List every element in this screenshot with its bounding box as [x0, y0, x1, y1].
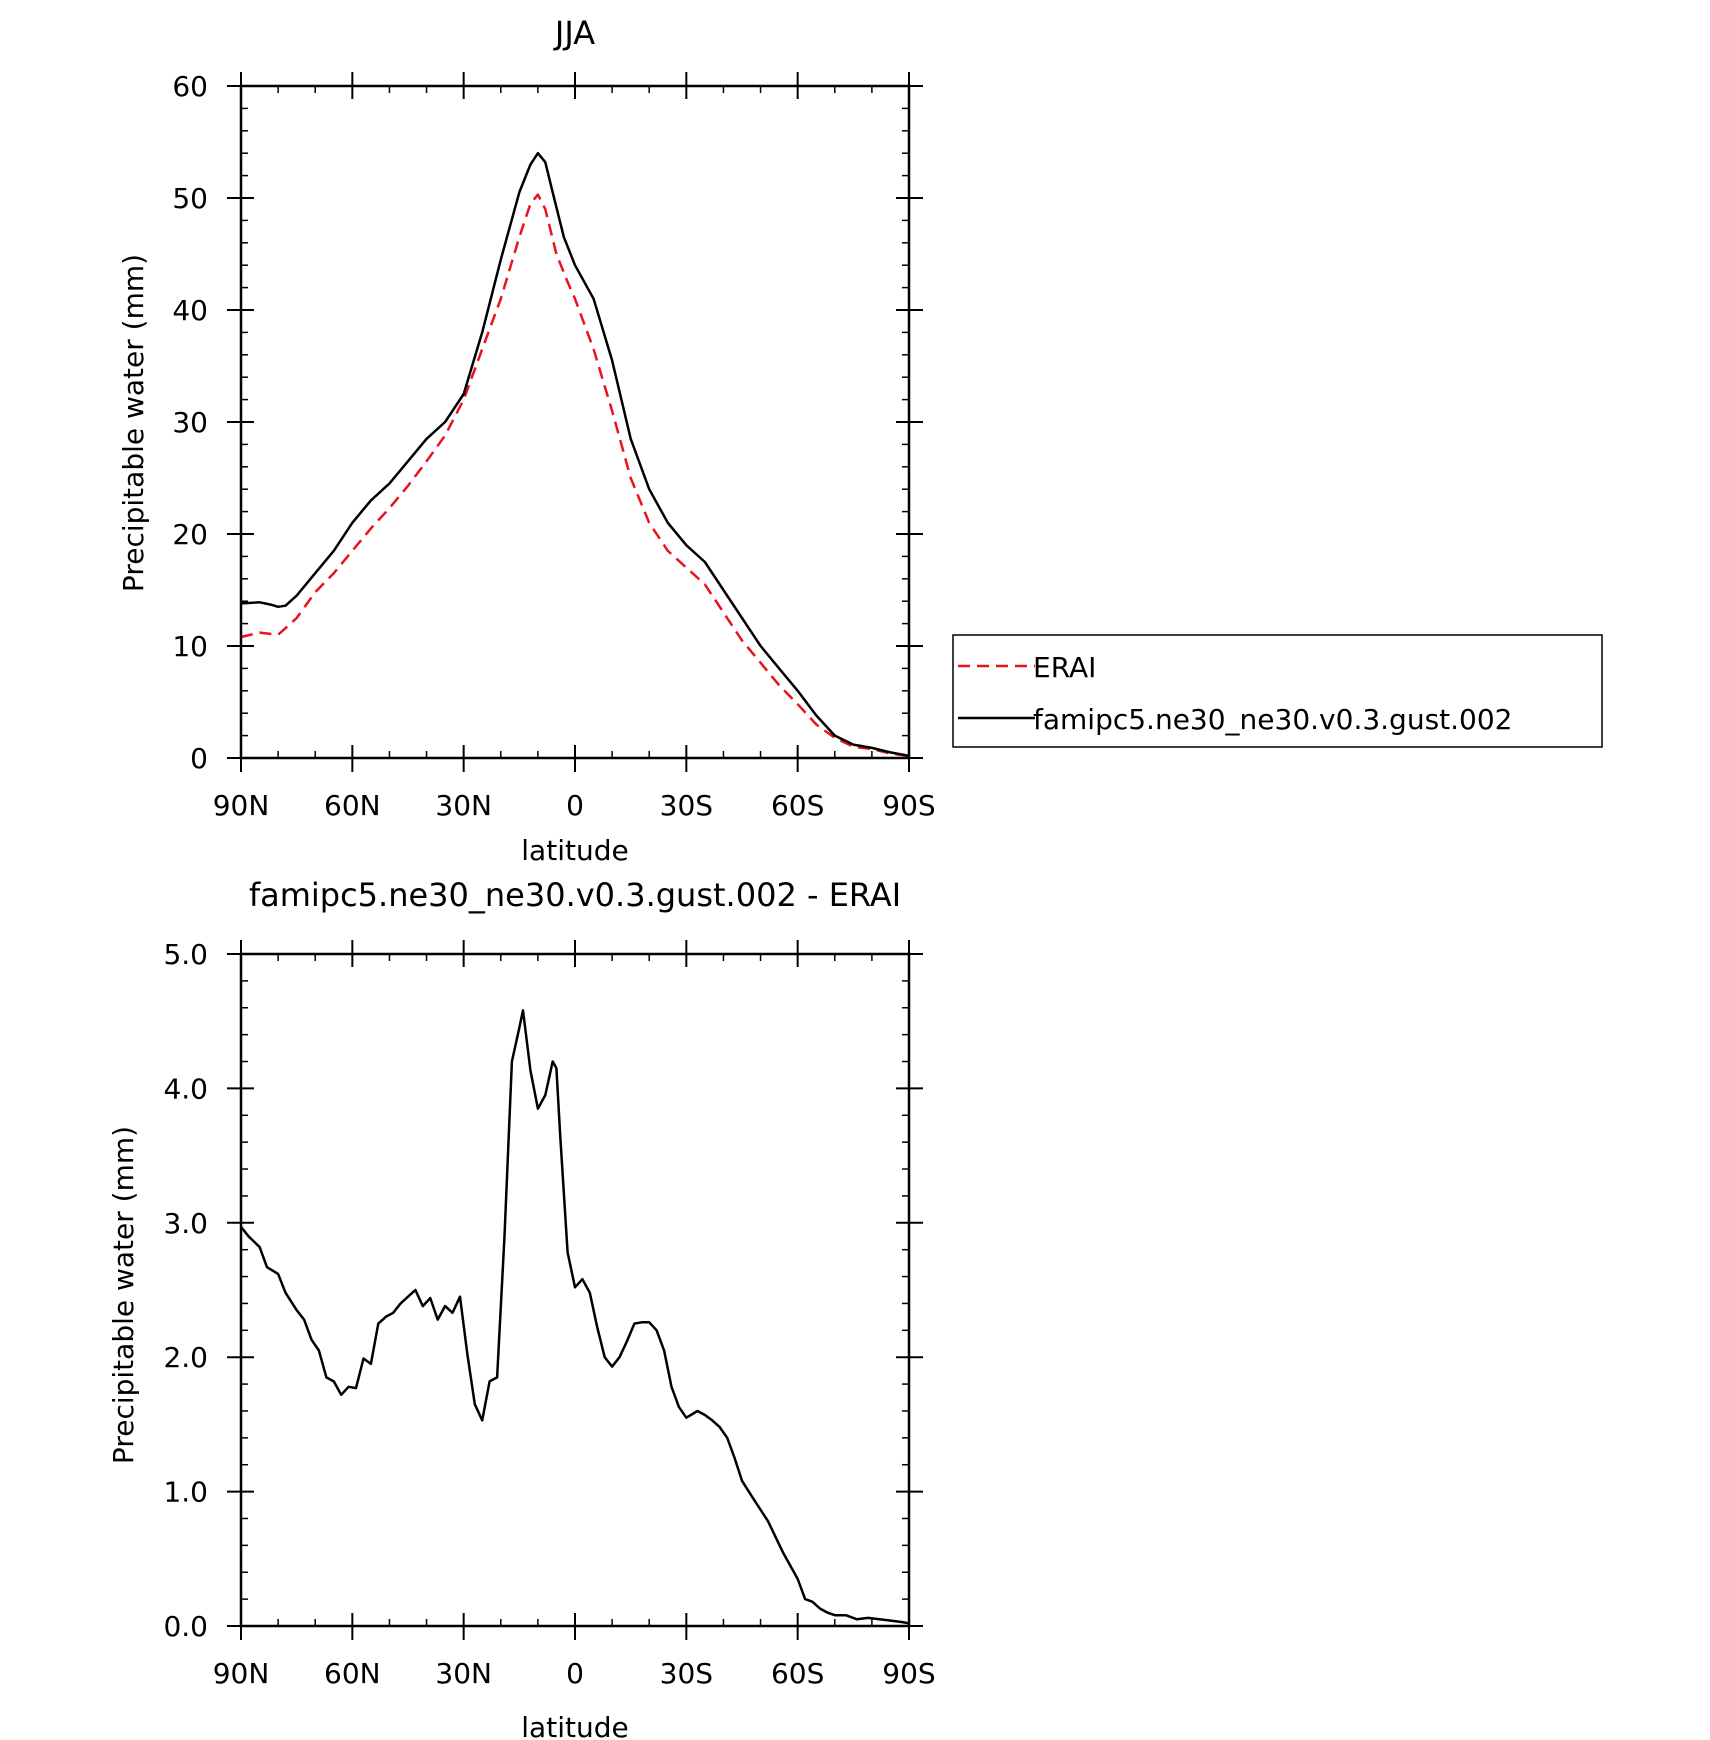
y-tick-label: 0.0 [163, 1610, 208, 1643]
series-line-0 [240, 193, 910, 758]
x-tick-label: 30S [660, 789, 713, 822]
legend-label-model: famipc5.ne30_ne30.v0.3.gust.002 [1033, 703, 1513, 736]
top-chart-ticks: 90N 60N 30N 0 30S 60S 90S 0 10 20 30 40 50 60 [172, 70, 935, 822]
y-tick-label: 3.0 [163, 1207, 208, 1240]
bottom-chart: famipc5.ne30_ne30.v0.3.gust.002 - ERAI l… [107, 876, 936, 1740]
x-tick-label: 30N [435, 789, 492, 822]
y-tick-label: 5.0 [163, 938, 208, 971]
x-tick-label: 90N [213, 789, 270, 822]
y-tick-label: 1.0 [163, 1476, 208, 1509]
top-chart-frame [239, 84, 911, 760]
x-tick-label: 60S [771, 789, 824, 822]
x-tick-label: 30N [435, 1657, 492, 1690]
x-tick-label: 30S [660, 1657, 713, 1690]
x-tick-label: 60N [324, 789, 381, 822]
x-tick-label: 60N [324, 1657, 381, 1690]
legend: ERAI famipc5.ne30_ne30.v0.3.gust.002 [952, 634, 1603, 748]
legend-box [952, 634, 1603, 748]
bottom-chart-xlabel: latitude [521, 1711, 628, 1740]
x-tick-label: 0 [566, 789, 584, 822]
bottom-chart-frame [239, 952, 911, 1628]
top-chart-ylabel: Precipitable water (mm) [117, 254, 150, 592]
y-tick-label: 20 [172, 518, 208, 551]
y-tick-label: 40 [172, 294, 208, 327]
y-tick-label: 30 [172, 406, 208, 439]
x-tick-label: 0 [566, 1657, 584, 1690]
x-tick-label: 90N [213, 1657, 270, 1690]
x-tick-label: 60S [771, 1657, 824, 1690]
series-line-1 [240, 151, 910, 758]
y-tick-label: 50 [172, 182, 208, 215]
bottom-chart-ylabel: Precipitable water (mm) [107, 1126, 140, 1464]
y-tick-label: 60 [172, 70, 208, 103]
bottom-chart-series [240, 1009, 910, 1625]
series-line-0 [240, 1009, 910, 1625]
top-chart-series [240, 151, 910, 758]
bottom-chart-title: famipc5.ne30_ne30.v0.3.gust.002 - ERAI [249, 876, 901, 914]
top-chart: JJA latitude Precipitable water (mm) 90N… [117, 14, 936, 867]
top-chart-title: JJA [553, 14, 595, 52]
y-tick-label: 4.0 [163, 1072, 208, 1105]
y-tick-label: 2.0 [163, 1341, 208, 1374]
x-tick-label: 90S [882, 1657, 935, 1690]
legend-label-erai: ERAI [1033, 651, 1096, 684]
top-chart-xlabel: latitude [521, 834, 628, 867]
y-tick-label: 0 [190, 742, 208, 775]
bottom-chart-ticks: 90N 60N 30N 0 30S 60S 90S 0.0 1.0 2.0 3.0 4.0 5.0 [163, 938, 935, 1690]
y-tick-label: 10 [172, 630, 208, 663]
x-tick-label: 90S [882, 789, 935, 822]
